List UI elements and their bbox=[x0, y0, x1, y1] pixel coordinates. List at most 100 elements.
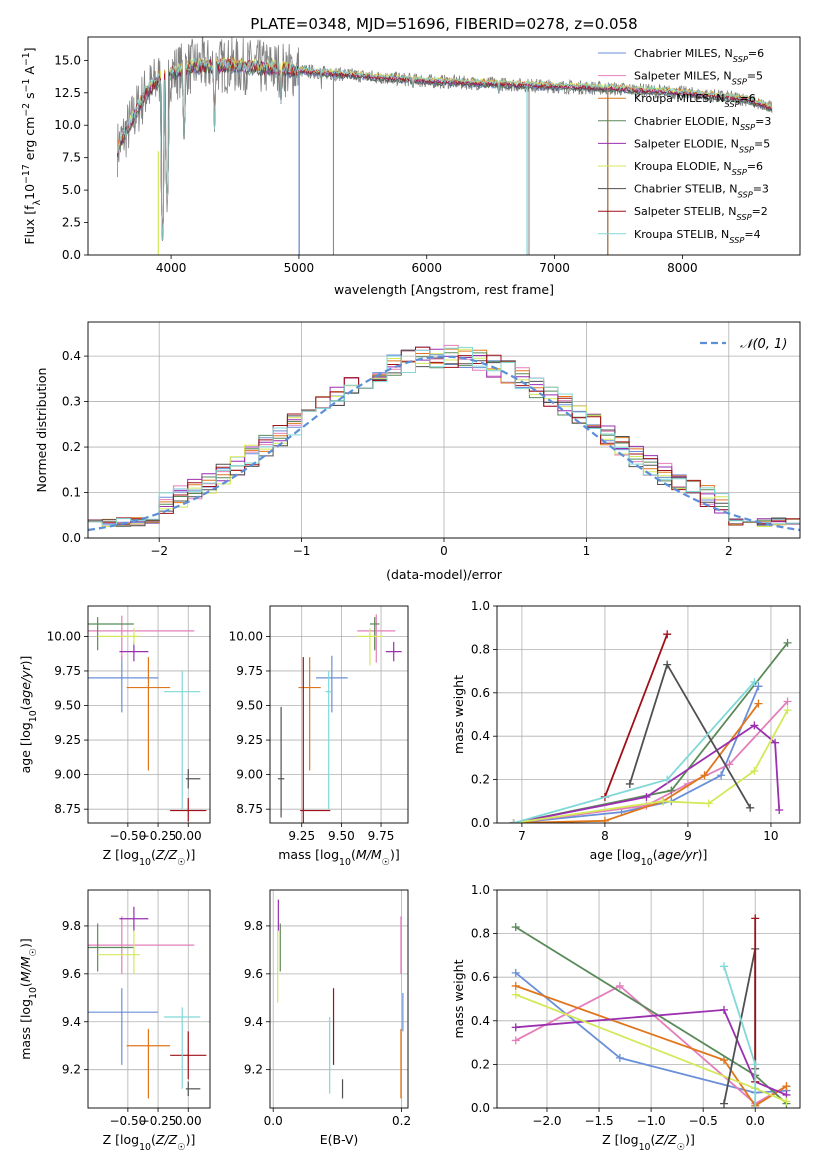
weight-point bbox=[615, 981, 624, 990]
y-tick-label: 9.75 bbox=[236, 664, 263, 678]
panel-residuals: −2 −1 0 1 2 0.0 0.1 0.2 0.3 0.4 𝒩(0, 1) (data-model… bbox=[34, 321, 801, 582]
weight-line-3 bbox=[513, 642, 789, 823]
weight-point bbox=[719, 1056, 728, 1065]
y-tick-label: 15.0 bbox=[54, 53, 81, 67]
x-tick-label: 8 bbox=[601, 829, 609, 843]
y-tick-label: 9.6 bbox=[62, 967, 81, 981]
x-tick-label: 0.2 bbox=[392, 1114, 411, 1128]
axes-frame bbox=[496, 605, 801, 824]
axes-frame bbox=[87, 889, 211, 1109]
x-axis-label: mass [log10(M/M☉)] bbox=[278, 847, 400, 868]
y-tick-label: 0.0 bbox=[471, 1101, 490, 1115]
axes-frame bbox=[496, 889, 801, 1109]
weight-line-4 bbox=[515, 1008, 787, 1096]
x-tick-label: 0.00 bbox=[175, 829, 202, 843]
x-tick-label: 8000 bbox=[667, 261, 698, 275]
weight-point bbox=[663, 775, 672, 784]
y-tick-label: 0.0 bbox=[62, 248, 81, 262]
x-axis-label: Z [log10(Z/Z☉)] bbox=[602, 1132, 695, 1153]
plot-area-age-vs-Z bbox=[88, 615, 207, 822]
panel-mass-vs-Z: −0.50−0.250.00 9.2 9.4 9.6 9.8 Z [log10(Z/Z☉)… bbox=[18, 889, 211, 1153]
weight-point bbox=[511, 990, 520, 999]
y-tick-label: 9.2 bbox=[244, 1063, 263, 1077]
x-axis-label: (data-model)/error bbox=[386, 567, 503, 582]
weight-line-0 bbox=[513, 685, 760, 823]
weight-point bbox=[771, 738, 780, 747]
x-tick-label: 7 bbox=[518, 829, 526, 843]
weight-point bbox=[751, 1104, 760, 1108]
legend-entry: Salpeter MILES, NSSP=5 bbox=[634, 70, 763, 87]
weight-point bbox=[725, 760, 734, 769]
x-tick-label: 0.00 bbox=[175, 1114, 202, 1128]
y-tick-label: 9.8 bbox=[244, 919, 263, 933]
weight-point bbox=[717, 771, 726, 780]
plot-area-weight-vs-age bbox=[509, 630, 792, 823]
y-tick-label: 0.1 bbox=[62, 486, 81, 500]
legend-entry: Chabrier MILES, NSSP=6 bbox=[634, 47, 764, 64]
y-tick-label: 9.25 bbox=[54, 733, 81, 747]
x-axis-label: Z [log10(Z/Z☉)] bbox=[103, 1132, 196, 1153]
x-tick-label: −2.0 bbox=[532, 1114, 561, 1128]
x-tick-label: 9.75 bbox=[368, 829, 395, 843]
x-tick-label: −1.5 bbox=[584, 1114, 613, 1128]
y-tick-label: 0.3 bbox=[62, 395, 81, 409]
weight-point bbox=[663, 660, 672, 669]
axes-frame bbox=[269, 889, 409, 1109]
plot-area-mass-vs-EBV bbox=[277, 899, 404, 1099]
x-tick-label: 9.25 bbox=[288, 829, 315, 843]
y-tick-label: 9.6 bbox=[244, 967, 263, 981]
weight-point bbox=[511, 1036, 520, 1045]
weight-point bbox=[511, 1023, 520, 1032]
legend-entry: Kroupa STELIB, NSSP=4 bbox=[634, 228, 761, 245]
chart-title: PLATE=0348, MJD=51696, FIBERID=0278, z=0… bbox=[250, 15, 637, 33]
x-tick-label: 9.50 bbox=[328, 829, 355, 843]
y-tick-label: 9.00 bbox=[236, 768, 263, 782]
plot-area-residuals bbox=[88, 344, 800, 532]
panel-age-vs-Z: −0.50−0.250.00 8.75 9.00 9.25 9.50 9.75 10.00 Z… bbox=[18, 605, 211, 868]
legend: Chabrier MILES, NSSP=6 Salpeter MILES, NS… bbox=[598, 47, 771, 245]
weight-point bbox=[511, 923, 520, 932]
weight-point bbox=[754, 682, 763, 691]
weight-point bbox=[775, 805, 784, 814]
weight-point bbox=[615, 1053, 624, 1062]
axes-frame bbox=[87, 36, 801, 256]
y-tick-label: 0.4 bbox=[62, 349, 81, 363]
weight-point bbox=[719, 1099, 728, 1108]
weight-point bbox=[663, 630, 672, 639]
x-axis-label: E(B-V) bbox=[320, 1132, 359, 1147]
x-tick-label: 10 bbox=[763, 829, 778, 843]
weight-point bbox=[751, 1060, 760, 1069]
weight-point bbox=[511, 981, 520, 990]
plot-area-weight-vs-Z bbox=[511, 914, 791, 1108]
x-tick-label: −2 bbox=[150, 544, 168, 558]
legend-entry: Salpeter STELIB, NSSP=2 bbox=[634, 205, 768, 222]
x-tick-label: −0.50 bbox=[109, 1114, 146, 1128]
legend-entry: Salpeter ELODIE, NSSP=5 bbox=[634, 137, 770, 154]
x-tick-label: 9 bbox=[684, 829, 692, 843]
y-tick-label: 7.5 bbox=[62, 151, 81, 165]
weight-point bbox=[754, 699, 763, 708]
y-tick-label: 9.4 bbox=[244, 1015, 263, 1029]
legend-entry: Kroupa MILES, NSSP=6 bbox=[634, 92, 756, 109]
y-tick-label: 10.00 bbox=[229, 629, 263, 643]
x-tick-label: −0.5 bbox=[689, 1114, 718, 1128]
weight-point bbox=[783, 706, 792, 715]
legend-entry: 𝒩(0, 1) bbox=[740, 337, 787, 352]
plot-area-spectrum bbox=[117, 37, 773, 255]
y-tick-label: 0.4 bbox=[471, 729, 490, 743]
x-axis-label: age [log10(age/yr)] bbox=[590, 847, 708, 868]
x-tick-label: 6000 bbox=[411, 261, 442, 275]
legend-entry: Chabrier ELODIE, NSSP=3 bbox=[634, 115, 771, 132]
axes-frame bbox=[269, 605, 409, 824]
y-tick-label: 12.5 bbox=[54, 86, 81, 100]
y-tick-label: 0.2 bbox=[471, 1057, 490, 1071]
weight-line-7 bbox=[604, 633, 669, 798]
y-tick-label: 0.4 bbox=[471, 1014, 490, 1028]
weight-point bbox=[750, 721, 759, 730]
weight-point bbox=[509, 819, 518, 823]
weight-point bbox=[625, 779, 634, 788]
y-tick-label: 1.0 bbox=[471, 599, 490, 613]
weight-point bbox=[704, 799, 713, 808]
panel-weight-vs-Z: −2.0 −1.5 −1.0 −0.5 0.0 0.0 0.2 0.4 0.6 0.8 1.0 Z [… bbox=[451, 883, 801, 1153]
x-axis-label: Z [log10(Z/Z☉)] bbox=[103, 847, 196, 868]
